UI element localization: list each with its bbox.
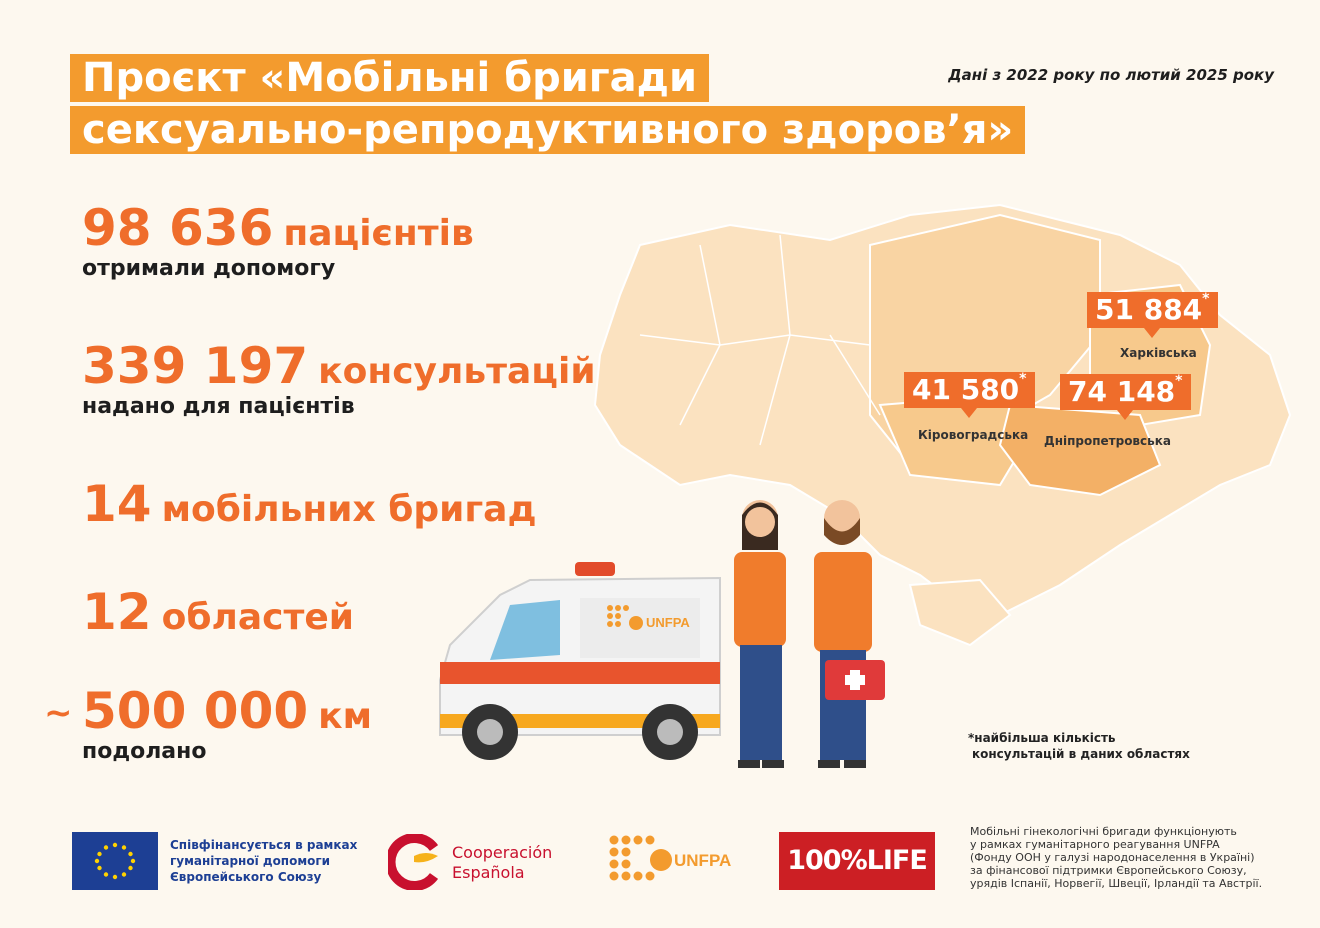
van-logo-text: UNFPA xyxy=(646,615,690,630)
stat-consultations: 339 197 консультацій надано для пацієнтів xyxy=(82,338,596,420)
kharkiv-value: 51 884 xyxy=(1095,293,1203,326)
dnipro-badge: 74 148* xyxy=(1060,373,1191,420)
stat-consultations-unit: консультацій xyxy=(318,351,596,392)
unfpa-dots xyxy=(607,605,629,627)
footer-note-line3: (Фонду ООН у галузі народонаселення в Ук… xyxy=(970,851,1255,864)
stat-consultations-number: 339 197 xyxy=(82,337,309,395)
stat-patients-number: 98 636 xyxy=(82,199,274,257)
map-note-line1: *найбільша кількість xyxy=(968,731,1116,745)
cooperacion-espanola-logo-icon xyxy=(388,834,439,890)
stat-patients-desc: отримали допомогу xyxy=(82,256,336,281)
un-emblem-icon xyxy=(650,849,672,871)
eu-text-line1: Співфінансується в рамках xyxy=(170,838,358,852)
title-line-2: сексуально-репродуктивного здоров’я» xyxy=(70,106,1026,154)
title-line-1: Проєкт «Мобільні бригади xyxy=(70,54,709,102)
stat-regions-unit: областей xyxy=(161,597,354,638)
dnipro-mark: * xyxy=(1175,373,1183,389)
kirovohrad-badge: 41 580* xyxy=(904,371,1035,418)
kirovohrad-value: 41 580 xyxy=(912,373,1020,406)
footer-note-line2: у рамках гуманітарного реагування UNFPA xyxy=(970,838,1220,851)
dnipro-label: Дніпропетровська xyxy=(1044,434,1171,448)
stat-distance-desc: подолано xyxy=(82,739,207,764)
stat-patients: 98 636 пацієнтів отримали допомогу xyxy=(82,200,474,282)
map-borders xyxy=(639,234,881,446)
eu-stars-icon xyxy=(94,842,136,880)
stat-brigades-number: 14 xyxy=(82,475,152,533)
kirovohrad-label: Кіровоградська xyxy=(918,428,1029,442)
dnipro-value: 74 148 xyxy=(1068,375,1176,408)
unfpa-logo-text: UNFPA xyxy=(674,851,731,870)
stat-distance-unit: км xyxy=(318,696,373,737)
stat-consultations-desc: надано для пацієнтів xyxy=(82,394,355,419)
windshield xyxy=(490,600,560,660)
kharkiv-label: Харківська xyxy=(1120,346,1197,360)
female-vest xyxy=(734,552,786,647)
map-dnipro-region xyxy=(998,403,1162,497)
footer-note-line1: Мобільні гінекологічні бригади функціону… xyxy=(970,825,1237,838)
unfpa-logo-dots-icon xyxy=(609,835,655,881)
eu-flag-logo xyxy=(72,832,158,890)
stat-distance-number: 500 000 xyxy=(82,682,309,740)
cooperacion-espanola-text: Cooperación Española xyxy=(452,843,552,883)
stat-patients-unit: пацієнтів xyxy=(283,213,474,254)
footer-note-line5: урядів Іспанії, Норвегії, Швеції, Ірланд… xyxy=(970,877,1263,890)
map-note: *найбільша кількість консультацій в дани… xyxy=(968,730,1190,762)
eu-text-line2: гуманітарної допомоги xyxy=(170,854,331,868)
stat-brigades-unit: мобільних бригад xyxy=(161,489,537,530)
date-range: Дані з 2022 року по лютий 2025 року xyxy=(948,66,1274,84)
male-medic xyxy=(814,500,885,768)
footer-funding-note: Мобільні гінекологічні бригади функціону… xyxy=(970,825,1262,890)
coop-line1: Cooperación xyxy=(452,843,553,862)
eu-cofunding-text: Співфінансується в рамках гуманітарної д… xyxy=(170,837,357,885)
van-red-stripe xyxy=(440,662,720,684)
unfpa-logo: UNFPA xyxy=(609,835,731,881)
approx-tilde: ~ xyxy=(44,693,73,733)
footer-note-line4: за фінансової підтримки Європейського Со… xyxy=(970,864,1247,877)
kirovohrad-mark: * xyxy=(1019,371,1027,387)
map-note-line2: консультацій в даних областях xyxy=(972,747,1190,761)
kharkiv-mark: * xyxy=(1202,291,1210,307)
stat-brigades: 14 мобільних бригад xyxy=(82,476,537,532)
ambulance-van: UNFPA xyxy=(439,562,721,760)
female-medic xyxy=(734,500,786,768)
ambulance-illustration: UNFPA xyxy=(439,500,885,768)
male-vest xyxy=(814,552,872,652)
eu-text-line3: Європейського Союзу xyxy=(170,870,322,884)
coop-line2: Española xyxy=(452,863,525,882)
stat-regions-number: 12 xyxy=(82,583,152,641)
100-life-logo: 100%LIFE xyxy=(779,832,935,890)
siren-light xyxy=(575,562,615,576)
map-crimea xyxy=(908,578,1012,647)
stat-distance: 500 000 км подолано xyxy=(82,683,372,765)
stat-regions: 12 областей xyxy=(82,584,354,640)
kharkiv-badge: 51 884* xyxy=(1087,291,1218,338)
